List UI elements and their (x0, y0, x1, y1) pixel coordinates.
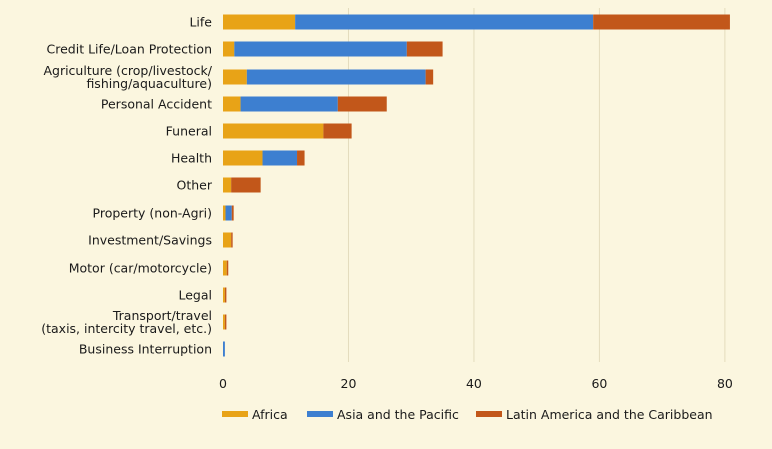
legend-label-africa: Africa (252, 407, 288, 422)
bar-2-latin-america-and-the-caribbean (425, 69, 434, 85)
legend-swatch-latin-america-and-the-caribbean (476, 411, 502, 417)
bar-10-latin-america-and-the-caribbean (224, 287, 227, 303)
category-label-11: Transport/travel (taxis, intercity travel… (41, 308, 212, 336)
bar-6-latin-america-and-the-caribbean (231, 177, 261, 193)
bar-0-africa (223, 14, 296, 30)
category-label-4: Funeral (166, 124, 212, 139)
bar-9-africa (223, 260, 227, 276)
bar-11-latin-america-and-the-caribbean (224, 314, 227, 330)
legend-swatch-africa (222, 411, 248, 417)
x-tick-label-40: 40 (466, 376, 482, 391)
x-tick-label-0: 0 (219, 376, 227, 391)
legend-label-asia-and-the-pacific: Asia and the Pacific (337, 407, 459, 422)
bar-4-latin-america-and-the-caribbean (323, 123, 352, 139)
x-tick-label-80: 80 (717, 376, 733, 391)
bar-8-africa (223, 232, 232, 248)
legend-label-latin-america-and-the-caribbean: Latin America and the Caribbean (506, 407, 713, 422)
category-label-0: Life (189, 15, 212, 30)
bar-0-asia-and-the-pacific (295, 14, 594, 30)
bar-3-latin-america-and-the-caribbean (337, 96, 387, 112)
bar-7-africa (223, 205, 226, 221)
category-label-5: Health (171, 151, 212, 166)
bar-8-latin-america-and-the-caribbean (231, 232, 233, 248)
bar-5-latin-america-and-the-caribbean (297, 150, 305, 166)
bar-3-africa (223, 96, 241, 112)
bar-2-asia-and-the-pacific (246, 69, 426, 85)
category-label-12: Business Interruption (79, 342, 212, 357)
bar-1-asia-and-the-pacific (234, 41, 407, 57)
bar-3-asia-and-the-pacific (240, 96, 338, 112)
bar-2-africa (223, 69, 247, 85)
category-label-7: Property (non-Agri) (93, 206, 212, 221)
x-tick-label-60: 60 (591, 376, 607, 391)
bar-9-latin-america-and-the-caribbean (226, 260, 229, 276)
bar-7-asia-and-the-pacific (225, 205, 232, 221)
bar-1-latin-america-and-the-caribbean (406, 41, 443, 57)
category-label-6: Other (177, 178, 213, 193)
bar-6-africa (223, 177, 232, 193)
category-label-3: Personal Accident (101, 97, 212, 112)
category-label-10: Legal (178, 288, 212, 303)
category-label-9: Motor (car/motorcycle) (69, 261, 212, 276)
bar-12-asia-and-the-pacific (223, 341, 225, 357)
x-tick-label-20: 20 (341, 376, 357, 391)
bar-11-africa (223, 314, 225, 330)
category-label-2: Agriculture (crop/livestock/fishing/aqua… (43, 63, 212, 91)
category-label-8: Investment/Savings (88, 233, 212, 248)
category-label-1: Credit Life/Loan Protection (47, 42, 213, 57)
bar-7-latin-america-and-the-caribbean (231, 205, 234, 221)
bar-10-africa (223, 287, 225, 303)
bar-4-africa (223, 123, 324, 139)
bar-1-africa (223, 41, 235, 57)
legend-swatch-asia-and-the-pacific (307, 411, 333, 417)
bar-5-asia-and-the-pacific (262, 150, 298, 166)
bar-0-latin-america-and-the-caribbean (593, 14, 730, 30)
bar-5-africa (223, 150, 263, 166)
